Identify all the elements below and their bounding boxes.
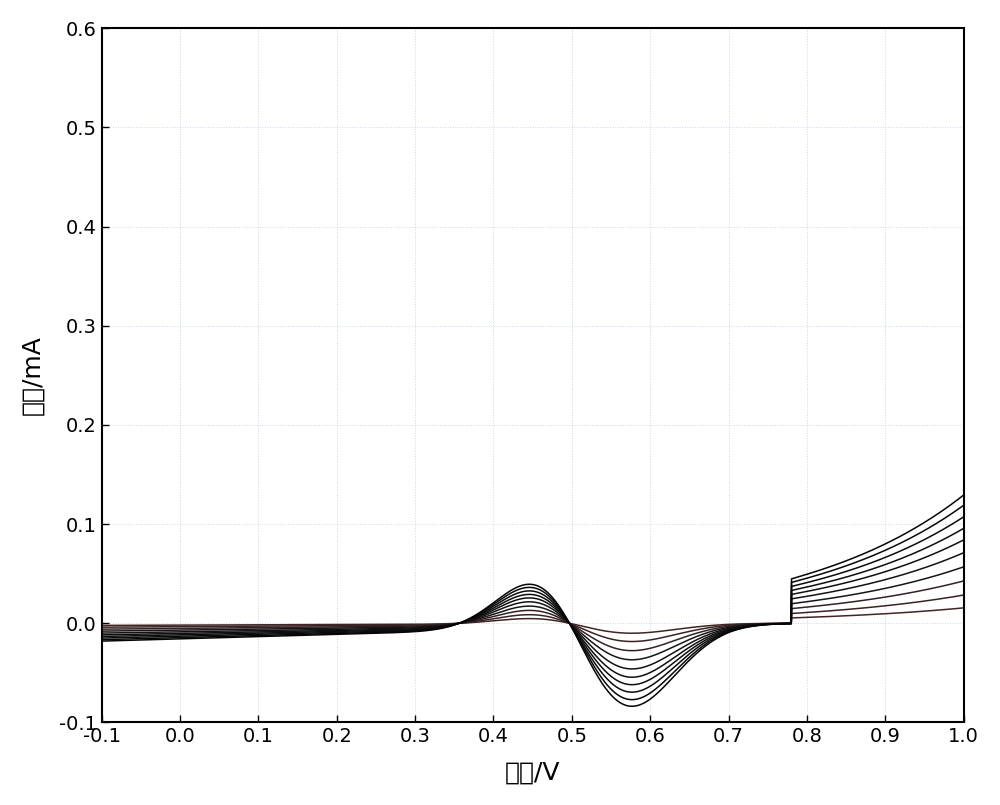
X-axis label: 电位/V: 电位/V xyxy=(505,760,560,784)
Y-axis label: 电流/mA: 电流/mA xyxy=(21,336,45,415)
